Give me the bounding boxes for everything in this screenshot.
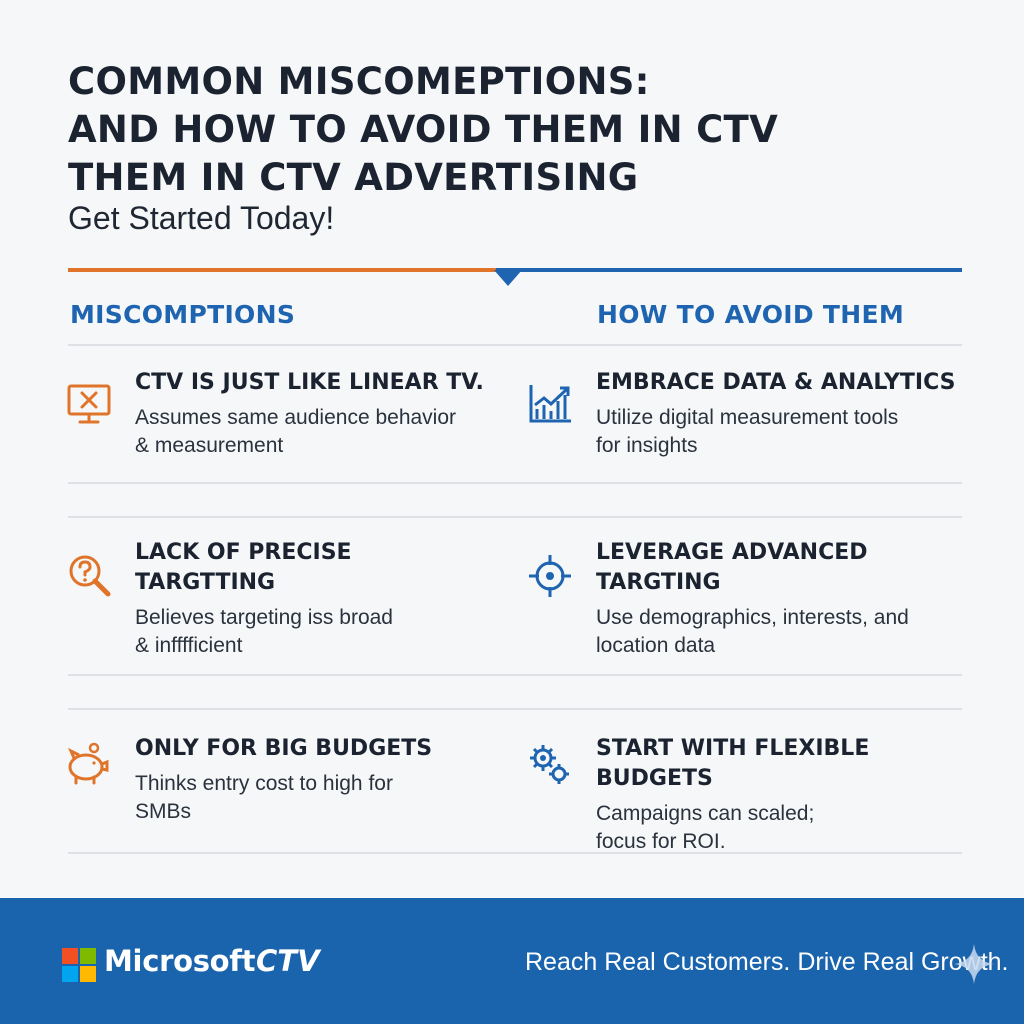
row-divider xyxy=(68,482,962,484)
brand-name: Microsoft xyxy=(104,944,256,978)
sparkle-icon xyxy=(954,944,994,984)
solution-desc: Use demographics, interests, and locatio… xyxy=(596,606,909,657)
row-divider xyxy=(68,708,962,710)
page-title: COMMON MISCOMEPTIONS: AND HOW TO AVOID T… xyxy=(68,58,968,202)
solution-desc: Utilize digital measurement tools for in… xyxy=(596,406,899,457)
row-divider xyxy=(68,852,962,854)
tv-x-icon xyxy=(67,384,111,424)
solution-title: LEVERAGE ADVANCED TARGTING xyxy=(596,540,868,595)
divider-notch xyxy=(494,270,522,286)
solution-title: EMBRACE DATA & ANALYTICS xyxy=(596,370,956,395)
misconception-title: LACK OF PRECISE TARGTTING xyxy=(135,540,352,595)
gears-icon xyxy=(530,745,569,784)
magnifier-question-icon xyxy=(69,555,111,597)
row-divider xyxy=(68,516,962,518)
crosshair-icon xyxy=(529,555,571,597)
subtitle: Get Started Today! xyxy=(68,200,335,236)
row-divider xyxy=(68,674,962,676)
row-divider xyxy=(68,344,962,346)
misconception-item-1: CTV IS JUST LIKE LINEAR TV. Assumes same… xyxy=(135,368,495,460)
piggy-bank-icon xyxy=(68,742,109,785)
misconception-item-2: LACK OF PRECISE TARGTTING Believes targe… xyxy=(135,538,495,660)
divider-orange xyxy=(68,268,496,272)
title-line-3: THEM IN CTV ADVERTISING xyxy=(68,156,639,199)
chart-trend-icon xyxy=(529,385,571,423)
title-line-1: COMMON MISCOMEPTIONS: xyxy=(68,60,650,103)
misconception-desc: Assumes same audience behavior & measure… xyxy=(135,406,457,457)
solution-title: START WITH FLEXIBLE BUDGETS xyxy=(596,736,870,791)
misconception-desc: Believes targeting iss broad & inffffici… xyxy=(135,606,393,657)
misconception-item-3: ONLY FOR BIG BUDGETS Thinks entry cost t… xyxy=(135,734,495,826)
misconception-title: ONLY FOR BIG BUDGETS xyxy=(135,736,433,761)
title-line-2: AND HOW TO AVOID THEM IN CTV xyxy=(68,108,779,151)
footer-banner: Microsoft CTV Reach Real Customers. Driv… xyxy=(0,898,1024,1024)
microsoft-logo-icon xyxy=(62,948,96,982)
misconception-desc: Thinks entry cost to high for SMBs xyxy=(135,772,393,823)
solution-desc: Campaigns can scaled; focus for ROI. xyxy=(596,802,815,853)
divider-blue xyxy=(496,268,962,272)
solution-item-1: EMBRACE DATA & ANALYTICS Utilize digital… xyxy=(596,368,966,460)
ctv-logo: CTV xyxy=(256,944,320,978)
column-heading-misconceptions: MISCOMPTIONS xyxy=(70,300,296,329)
solution-item-2: LEVERAGE ADVANCED TARGTING Use demograph… xyxy=(596,538,966,660)
misconception-title: CTV IS JUST LIKE LINEAR TV. xyxy=(135,370,484,395)
column-heading-solutions: HOW TO AVOID THEM xyxy=(597,300,905,329)
solution-item-3: START WITH FLEXIBLE BUDGETS Campaigns ca… xyxy=(596,734,976,856)
footer-tagline: Reach Real Customers. Drive Real Growth. xyxy=(525,948,1009,976)
